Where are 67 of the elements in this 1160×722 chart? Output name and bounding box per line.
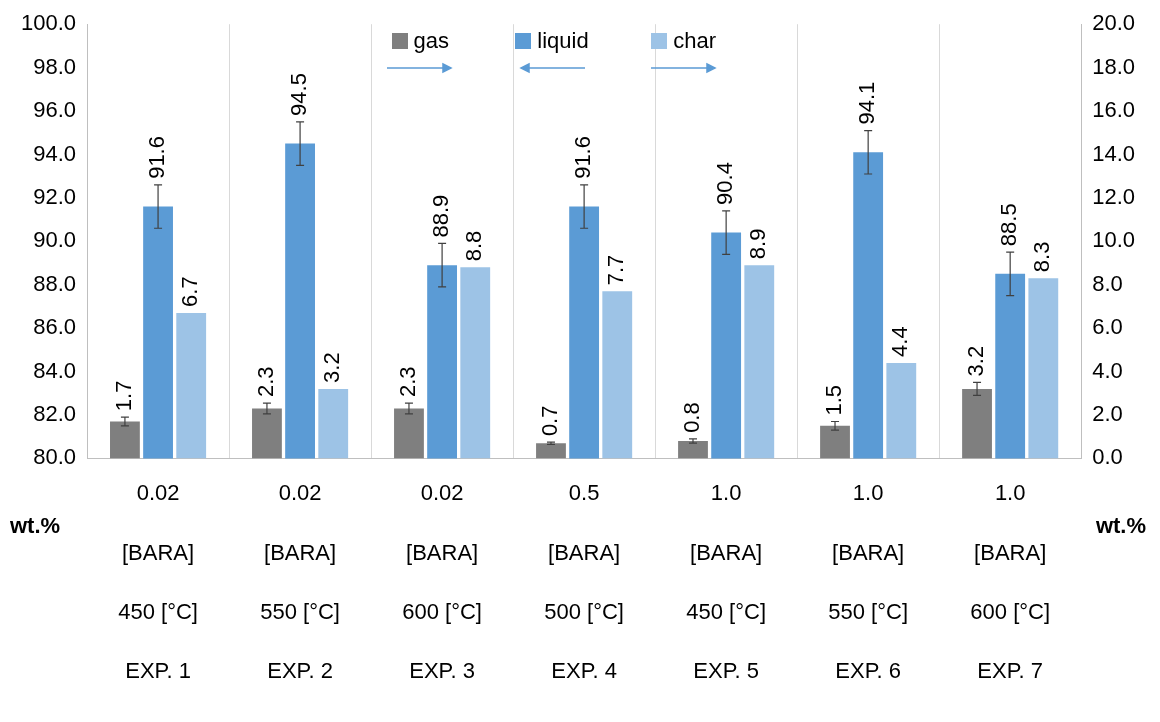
y-tick-label: 88.0 [33, 270, 77, 296]
data-label: 7.7 [603, 254, 629, 286]
data-label: 0.8 [679, 402, 705, 433]
data-label: 2.3 [253, 366, 279, 398]
category-label: 0.02 [BARA] 450 [°C] EXP. 1 [118, 480, 198, 684]
data-label: 88.5 [996, 203, 1022, 247]
y2-tick-label: 14.0 [1092, 140, 1136, 166]
y-tick-label: 86.0 [33, 314, 77, 340]
data-label: 8.9 [745, 228, 771, 260]
category-label: 0.02 [BARA] 600 [°C] EXP. 3 [402, 480, 482, 684]
bar [318, 388, 349, 459]
category-label: 0.02 [BARA] 550 [°C] EXP. 2 [260, 480, 340, 684]
data-label: 1.7 [110, 380, 136, 412]
bar [678, 441, 708, 459]
y-tick-label: 94.0 [33, 140, 77, 166]
bar [460, 267, 491, 459]
legend-label: gas [413, 28, 450, 55]
data-label: 1.5 [821, 384, 847, 416]
y-tick-label: 90.0 [33, 227, 77, 253]
category-label: 1.0 [BARA] 550 [°C] EXP. 6 [828, 480, 909, 684]
y2-tick-label: 0.0 [1092, 444, 1123, 470]
bar [176, 312, 207, 459]
y2-tick-label: 20.0 [1092, 10, 1136, 36]
bar [394, 408, 424, 459]
data-label: 3.2 [963, 345, 989, 377]
data-label: 6.7 [177, 276, 203, 307]
y2-tick-label: 18.0 [1092, 53, 1136, 79]
y-tick-label: 98.0 [33, 53, 77, 79]
data-label: 3.2 [319, 352, 345, 383]
bar [536, 443, 566, 459]
y2-tick-label: 8.0 [1092, 270, 1123, 296]
data-label: 4.4 [887, 326, 913, 357]
y2-tick-label: 16.0 [1092, 97, 1136, 123]
y2-tick-label: 2.0 [1092, 401, 1123, 427]
data-label: 90.4 [712, 162, 738, 205]
y2-tick-label: 6.0 [1092, 314, 1123, 340]
y2-tick-label: 4.0 [1092, 357, 1123, 383]
y2-tick-label: 12.0 [1092, 183, 1136, 209]
data-label: 94.1 [854, 81, 880, 125]
data-label: 91.6 [144, 136, 170, 179]
bar [886, 362, 917, 459]
bar [962, 388, 992, 459]
bar [110, 421, 140, 459]
y-tick-label: 96.0 [33, 97, 77, 123]
data-label: 8.8 [461, 230, 487, 262]
data-label: 88.9 [428, 194, 454, 238]
data-label: 8.3 [1029, 241, 1055, 273]
category-label: 1.0 [BARA] 600 [°C] EXP. 7 [970, 480, 1051, 684]
data-label: 91.6 [570, 136, 596, 179]
y2-tick-label: 10.0 [1092, 227, 1136, 253]
data-label: 2.3 [395, 366, 421, 398]
category-label: 1.0 [BARA] 450 [°C] EXP. 5 [686, 480, 766, 684]
y-tick-label: 84.0 [33, 357, 77, 383]
y2-axis-title: wt.% [1095, 513, 1146, 540]
y-tick-label: 80.0 [33, 444, 77, 470]
data-label: 0.7 [537, 405, 563, 437]
category-label: 0.5 [BARA] 500 [°C] EXP. 4 [544, 480, 624, 684]
y-tick-label: 92.0 [33, 183, 77, 209]
legend-label: liquid [537, 28, 589, 55]
legend-label: char [673, 28, 717, 55]
y-tick-label: 82.0 [33, 401, 77, 427]
bar [602, 291, 633, 459]
data-label: 94.5 [286, 73, 312, 116]
y-tick-label: 100.0 [20, 10, 77, 36]
bar [820, 425, 850, 459]
y-axis-title: wt.% [10, 513, 61, 540]
bar [252, 408, 282, 459]
